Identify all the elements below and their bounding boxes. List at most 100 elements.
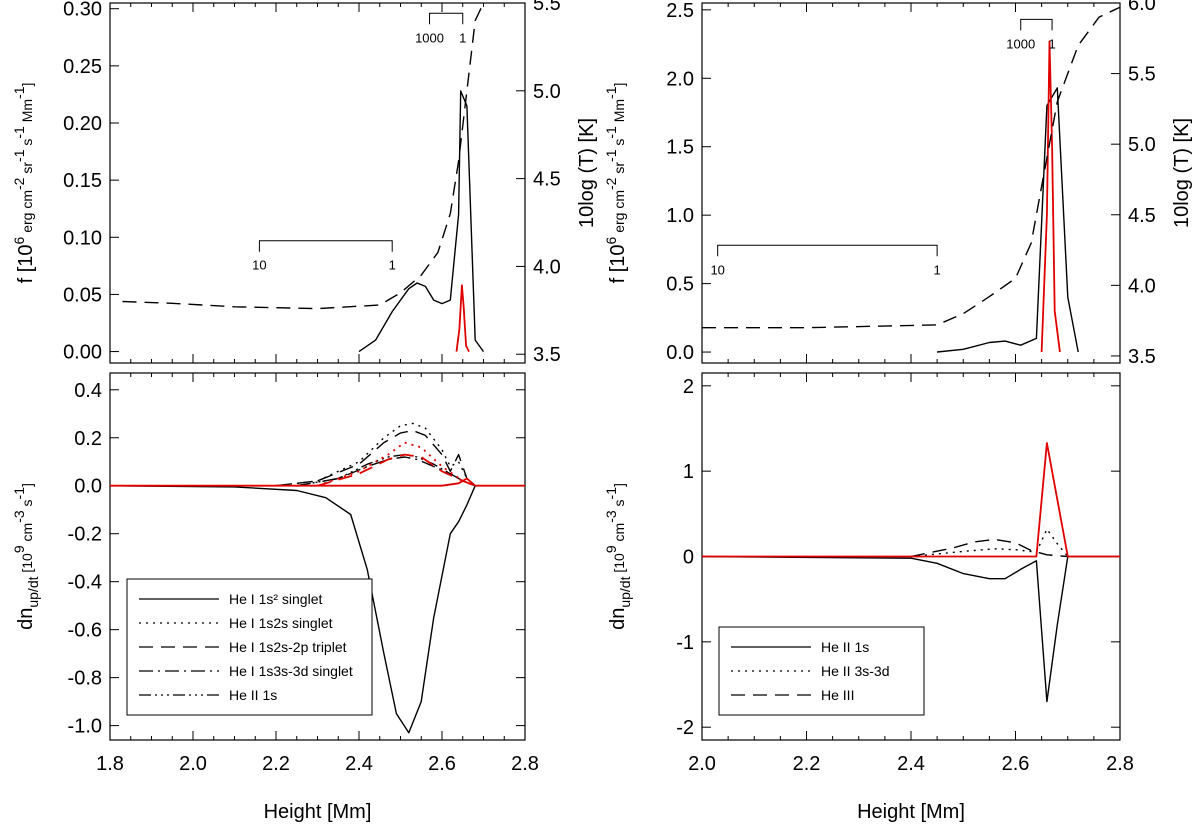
y-tick-label: 0.10 — [63, 227, 102, 249]
bracket-label-right: 1 — [1048, 36, 1055, 51]
bracket-marker — [258, 240, 393, 252]
series-line-solid-7 — [110, 477, 525, 487]
series-line-dashed-2 — [702, 6, 1120, 329]
bracket-marker — [1020, 18, 1053, 31]
series-line-dashed-6 — [317, 453, 476, 487]
y2-tick-label: 6.0 — [1128, 0, 1156, 15]
y-tick-label: -0.4 — [68, 572, 102, 594]
y-axis-label: dnup/dt [109 cm-3 s-1] — [11, 483, 41, 630]
chart-panel-top-left: 0.00 0.05 0.10 0.15 0.20 0.25 0.30 3.5 4.0 4.5 5.0… — [11, 0, 598, 366]
y-tick-label: -1.0 — [68, 716, 102, 738]
y-axis-label: dnup/dt [109 cm-3 s-1] — [603, 483, 633, 630]
y-tick-label: 0.0 — [74, 476, 102, 498]
bracket-marker — [429, 12, 464, 25]
x-tick-label: 2.0 — [688, 753, 716, 775]
x-tick-label: 2.8 — [1106, 753, 1134, 775]
series-group — [702, 442, 1120, 703]
y-tick-label: 1.5 — [666, 137, 694, 159]
y2-tick-label: 3.5 — [1128, 346, 1156, 368]
y-tick-label: 1.0 — [666, 205, 694, 227]
y-tick-label: -0.2 — [68, 524, 102, 546]
y2-tick-label: 5.0 — [1128, 134, 1156, 156]
y-tick-label: 0.2 — [74, 428, 102, 450]
chart-panel-top-right: 0.0 0.5 1.0 1.5 2.0 2.5 3.5 4.0 4.5 5.0 5.5 6.0 f [1… — [603, 0, 1193, 368]
legend-label: He II 1s — [229, 687, 277, 703]
y-tick-label: -1 — [676, 632, 694, 654]
y2-tick-label: 4.0 — [533, 256, 561, 278]
y-tick-label: 0 — [683, 547, 694, 569]
legend-label: He III — [821, 687, 854, 703]
series-line-solid-3 — [702, 442, 1120, 558]
y2-tick-label: 4.5 — [1128, 205, 1156, 227]
series-line-he-i-1s-singlet — [110, 485, 476, 734]
x-tick-label: 2.2 — [262, 753, 290, 775]
y-tick-label: 0.30 — [63, 0, 102, 21]
bracket-label-left: 10 — [252, 258, 266, 273]
series-group — [122, 3, 485, 353]
y2-axis-label: 10log (T) [K] — [576, 118, 598, 228]
x-tick-label: 2.8 — [511, 753, 539, 775]
x-tick-label: 2.6 — [428, 753, 456, 775]
series-line-dotted-5 — [317, 441, 476, 487]
plot-frame — [701, 2, 1121, 364]
y-tick-label: 1 — [683, 461, 694, 483]
x-tick-label: 2.6 — [1002, 753, 1030, 775]
x-tick-label: 2.4 — [345, 753, 373, 775]
y2-tick-label: 5.0 — [533, 81, 561, 103]
series-line-he-i-1s2s-singlet — [275, 422, 476, 487]
x-tick-label: 2.2 — [793, 753, 821, 775]
x-axis-label: Height [Mm] — [264, 801, 372, 823]
legend-label: He I 1s² singlet — [229, 591, 322, 607]
y-tick-label: 0.15 — [63, 170, 102, 192]
y2-axis-label: 10log (T) [K] — [1171, 118, 1193, 228]
y2-tick-label: 5.5 — [533, 0, 561, 15]
x-tick-label: 1.8 — [96, 753, 124, 775]
y-tick-label: 2 — [683, 376, 694, 398]
x-axis-label: Height [Mm] — [857, 801, 965, 823]
y-tick-label: 2.0 — [666, 68, 694, 90]
y-tick-label: -2 — [676, 717, 694, 739]
series-line-he-i-1s2s-2p-triplet — [275, 429, 476, 487]
x-tick-label: 2.0 — [179, 753, 207, 775]
series-line-he-ii-3s-3d — [910, 528, 1069, 558]
y-axis-label: f [106 erg cm-2 sr-1 s-1 Mm-1] — [603, 83, 629, 284]
series-line-dashed-2 — [122, 3, 485, 310]
series-line-solid-1 — [1040, 40, 1061, 353]
plot-frame — [109, 2, 526, 364]
y-tick-label: 0.25 — [63, 56, 102, 78]
bracket-label-right: 1 — [459, 30, 466, 45]
series-line-solid-1 — [455, 284, 470, 353]
series-line-he-iii — [910, 538, 1068, 558]
series-line-solid-0 — [937, 87, 1079, 353]
bracket-label-right: 1 — [934, 262, 941, 277]
y-tick-label: 2.5 — [666, 0, 694, 22]
y-tick-label: 0.0 — [666, 342, 694, 364]
bracket-label-left: 10 — [710, 262, 724, 277]
y-axis-label: f [106 erg cm-2 sr-1 s-1 Mm-1] — [11, 83, 37, 284]
y2-tick-label: 5.5 — [1128, 64, 1156, 86]
y2-tick-label: 4.0 — [1128, 275, 1156, 297]
series-line-he-ii-1s — [702, 555, 1120, 703]
y2-tick-label: 3.5 — [533, 344, 561, 366]
y2-tick-label: 4.5 — [533, 169, 561, 191]
bracket-marker — [717, 244, 938, 257]
series-group — [702, 6, 1120, 353]
bracket-label-right: 1 — [389, 258, 396, 273]
chart-panel-bottom-left: 1.8 2.0 2.2 2.4 2.6 2.8 -1.0 -0.8 -0.6 -0.4 -0.2 0.… — [11, 372, 539, 823]
legend-label: He I 1s2s singlet — [229, 615, 333, 631]
bracket-label-left: 1000 — [415, 30, 444, 45]
y-tick-label: -0.6 — [68, 620, 102, 642]
series-group — [110, 422, 525, 734]
y-tick-label: 0.05 — [63, 284, 102, 306]
y-tick-label: 0.00 — [63, 342, 102, 364]
chart-panel-bottom-right: 2.0 2.2 2.4 2.6 2.8 -2 -1 0 1 2 Height [Mm] dnup/dt… — [603, 372, 1134, 823]
legend-label: He I 1s2s-2p triplet — [229, 639, 347, 655]
y-tick-label: -0.8 — [68, 668, 102, 690]
legend-label: He II 1s — [821, 639, 869, 655]
y-tick-label: 0.5 — [666, 274, 694, 296]
y-tick-label: 0.20 — [63, 113, 102, 135]
legend-label: He I 1s3s-3d singlet — [229, 663, 353, 679]
legend-label: He II 3s-3d — [821, 663, 889, 679]
x-tick-label: 2.4 — [897, 753, 925, 775]
bracket-label-left: 1000 — [1006, 36, 1035, 51]
